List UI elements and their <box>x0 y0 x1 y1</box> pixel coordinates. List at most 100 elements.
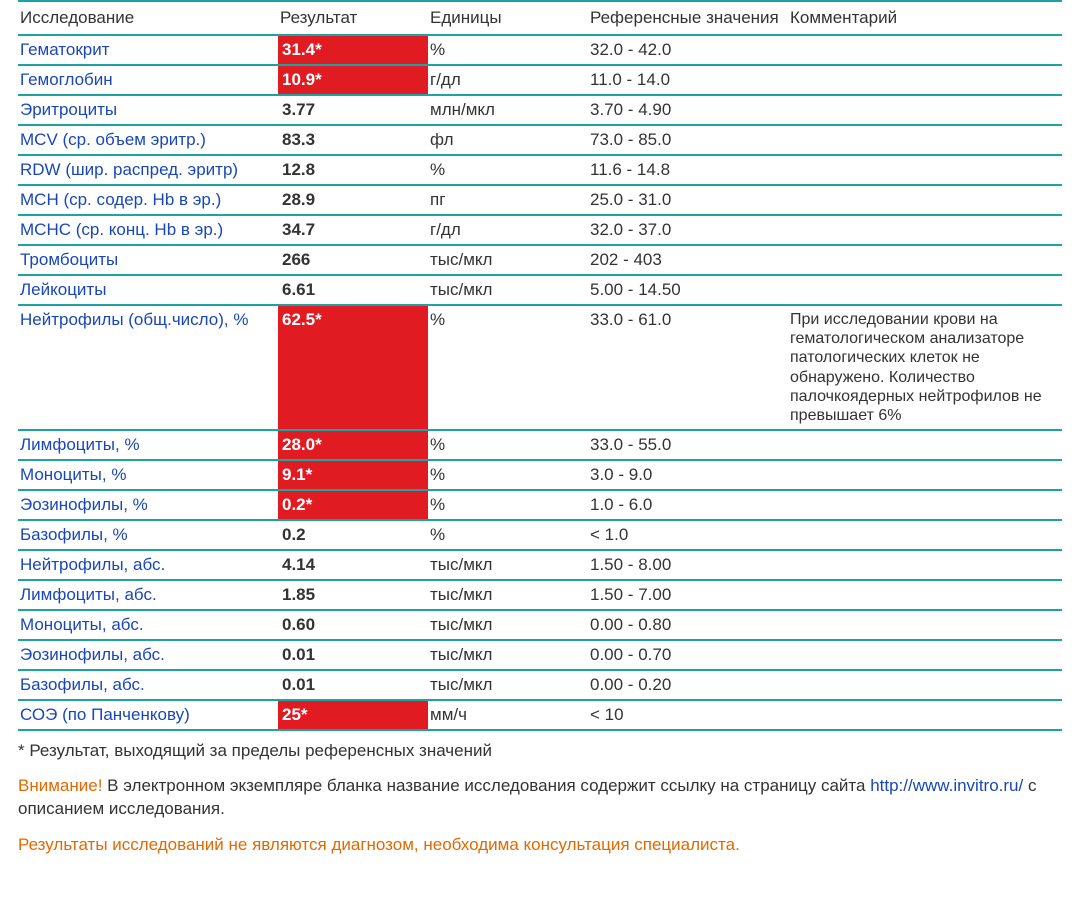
table-row: MCH (ср. содер. Hb в эр.)28.9пг25.0 - 31… <box>18 185 1062 215</box>
result-cell: 31.4* <box>278 35 428 65</box>
units-cell: % <box>428 430 588 460</box>
test-name-link[interactable]: Моноциты, абс. <box>20 615 144 634</box>
table-row: Эозинофилы, %0.2*%1.0 - 6.0 <box>18 490 1062 520</box>
test-name-cell: Лимфоциты, абс. <box>18 580 278 610</box>
comment-cell <box>788 155 1062 185</box>
test-name-link[interactable]: Лимфоциты, абс. <box>20 585 157 604</box>
comment-cell <box>788 670 1062 700</box>
units-cell: % <box>428 35 588 65</box>
test-name-cell: Эритроциты <box>18 95 278 125</box>
comment-cell: При исследовании крови на гематологическ… <box>788 305 1062 430</box>
test-name-link[interactable]: Нейтрофилы (общ.число), % <box>20 310 248 329</box>
test-name-cell: Лейкоциты <box>18 275 278 305</box>
test-name-link[interactable]: Базофилы, % <box>20 525 128 544</box>
footnote-text: * Результат, выходящий за пределы рефере… <box>18 741 1062 761</box>
test-name-cell: MCV (ср. объем эритр.) <box>18 125 278 155</box>
table-row: Гемоглобин10.9*г/дл11.0 - 14.0 <box>18 65 1062 95</box>
test-name-link[interactable]: Моноциты, % <box>20 465 126 484</box>
reference-cell: 1.50 - 7.00 <box>588 580 788 610</box>
test-name-cell: Базофилы, % <box>18 520 278 550</box>
test-name-link[interactable]: RDW (шир. распред. эритр) <box>20 160 238 179</box>
table-row: Лимфоциты, %28.0*%33.0 - 55.0 <box>18 430 1062 460</box>
comment-cell <box>788 245 1062 275</box>
reference-cell: 32.0 - 42.0 <box>588 35 788 65</box>
result-cell: 9.1* <box>278 460 428 490</box>
test-name-cell: MCHC (ср. конц. Hb в эр.) <box>18 215 278 245</box>
units-cell: % <box>428 520 588 550</box>
test-name-cell: Моноциты, абс. <box>18 610 278 640</box>
table-row: Тромбоциты266тыс/мкл202 - 403 <box>18 245 1062 275</box>
comment-cell <box>788 65 1062 95</box>
comment-cell <box>788 640 1062 670</box>
results-table: Исследование Результат Единицы Референсн… <box>18 0 1062 731</box>
units-cell: мм/ч <box>428 700 588 730</box>
reference-cell: 3.70 - 4.90 <box>588 95 788 125</box>
test-name-link[interactable]: Эритроциты <box>20 100 117 119</box>
reference-cell: 3.0 - 9.0 <box>588 460 788 490</box>
reference-cell: 25.0 - 31.0 <box>588 185 788 215</box>
table-row: Гематокрит 31.4*%32.0 - 42.0 <box>18 35 1062 65</box>
units-cell: г/дл <box>428 215 588 245</box>
result-cell: 4.14 <box>278 550 428 580</box>
units-cell: млн/мкл <box>428 95 588 125</box>
comment-cell <box>788 700 1062 730</box>
result-cell: 12.8 <box>278 155 428 185</box>
result-cell: 83.3 <box>278 125 428 155</box>
test-name-cell: Гемоглобин <box>18 65 278 95</box>
result-cell: 62.5* <box>278 305 428 430</box>
col-header-units: Единицы <box>428 1 588 35</box>
invitro-link[interactable]: http://www.invitro.ru/ <box>870 776 1023 795</box>
test-name-cell: Эозинофилы, % <box>18 490 278 520</box>
comment-cell <box>788 520 1062 550</box>
test-name-link[interactable]: СОЭ (по Панченкову) <box>20 705 190 724</box>
comment-cell <box>788 125 1062 155</box>
reference-cell: 33.0 - 61.0 <box>588 305 788 430</box>
reference-cell: 11.6 - 14.8 <box>588 155 788 185</box>
warning-electronic-copy: Внимание! В электронном экземпляре бланк… <box>18 775 1062 821</box>
comment-cell <box>788 185 1062 215</box>
test-name-link[interactable]: Лимфоциты, % <box>20 435 140 454</box>
reference-cell: 1.0 - 6.0 <box>588 490 788 520</box>
table-row: Нейтрофилы (общ.число), %62.5*%33.0 - 61… <box>18 305 1062 430</box>
test-name-link[interactable]: Лейкоциты <box>20 280 106 299</box>
units-cell: тыс/мкл <box>428 640 588 670</box>
result-cell: 0.01 <box>278 640 428 670</box>
comment-cell <box>788 95 1062 125</box>
test-name-link[interactable]: Гемоглобин <box>20 70 113 89</box>
test-name-cell: Гематокрит <box>18 35 278 65</box>
table-row: Базофилы, %0.2%< 1.0 <box>18 520 1062 550</box>
table-row: RDW (шир. распред. эритр)12.8%11.6 - 14.… <box>18 155 1062 185</box>
result-cell: 3.77 <box>278 95 428 125</box>
col-header-result: Результат <box>278 1 428 35</box>
test-name-link[interactable]: Эозинофилы, абс. <box>20 645 165 664</box>
test-name-link[interactable]: Эозинофилы, % <box>20 495 148 514</box>
reference-cell: 0.00 - 0.80 <box>588 610 788 640</box>
test-name-link[interactable]: Тромбоциты <box>20 250 118 269</box>
result-cell: 0.60 <box>278 610 428 640</box>
test-name-link[interactable]: MCH (ср. содер. Hb в эр.) <box>20 190 221 209</box>
test-name-cell: Эозинофилы, абс. <box>18 640 278 670</box>
units-cell: % <box>428 460 588 490</box>
warning-label: Внимание! <box>18 776 102 795</box>
units-cell: г/дл <box>428 65 588 95</box>
table-row: Базофилы, абс.0.01тыс/мкл0.00 - 0.20 <box>18 670 1062 700</box>
test-name-link[interactable]: Гематокрит <box>20 40 110 59</box>
test-name-cell: Лимфоциты, % <box>18 430 278 460</box>
result-cell: 28.9 <box>278 185 428 215</box>
test-name-link[interactable]: MCV (ср. объем эритр.) <box>20 130 206 149</box>
reference-cell: 32.0 - 37.0 <box>588 215 788 245</box>
units-cell: тыс/мкл <box>428 550 588 580</box>
warning-text-a: В электронном экземпляре бланка название… <box>102 776 870 795</box>
test-name-link[interactable]: Нейтрофилы, абс. <box>20 555 165 574</box>
test-name-cell: Нейтрофилы, абс. <box>18 550 278 580</box>
test-name-cell: MCH (ср. содер. Hb в эр.) <box>18 185 278 215</box>
col-header-ref: Референсные значения <box>588 1 788 35</box>
test-name-link[interactable]: MCHC (ср. конц. Hb в эр.) <box>20 220 223 239</box>
test-name-cell: Нейтрофилы (общ.число), % <box>18 305 278 430</box>
col-header-comment: Комментарий <box>788 1 1062 35</box>
test-name-link[interactable]: Базофилы, абс. <box>20 675 145 694</box>
test-name-cell: СОЭ (по Панченкову) <box>18 700 278 730</box>
result-cell: 6.61 <box>278 275 428 305</box>
comment-cell <box>788 430 1062 460</box>
result-cell: 0.2 <box>278 520 428 550</box>
